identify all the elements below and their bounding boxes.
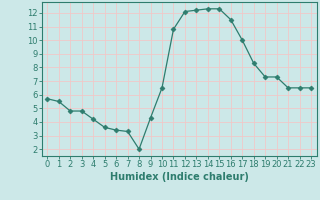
X-axis label: Humidex (Indice chaleur): Humidex (Indice chaleur) xyxy=(110,172,249,182)
